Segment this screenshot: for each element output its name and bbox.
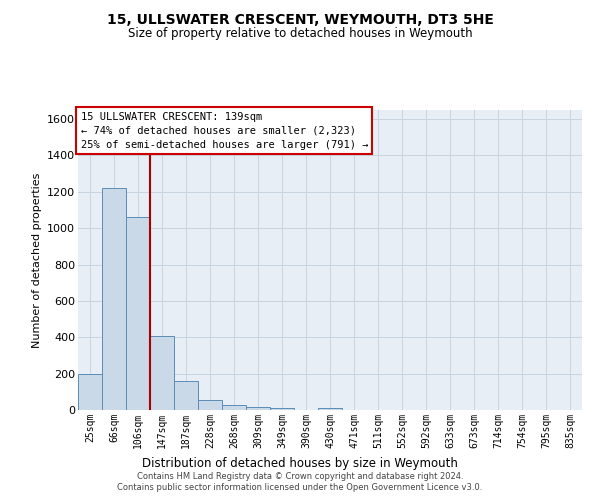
Text: Contains HM Land Registry data © Crown copyright and database right 2024.: Contains HM Land Registry data © Crown c… bbox=[137, 472, 463, 481]
Bar bbox=[126, 218, 150, 410]
Bar bbox=[150, 336, 174, 410]
Bar bbox=[270, 408, 294, 410]
Bar bbox=[78, 374, 102, 410]
Bar bbox=[174, 381, 198, 410]
Text: Contains public sector information licensed under the Open Government Licence v3: Contains public sector information licen… bbox=[118, 484, 482, 492]
Text: 15, ULLSWATER CRESCENT, WEYMOUTH, DT3 5HE: 15, ULLSWATER CRESCENT, WEYMOUTH, DT3 5H… bbox=[107, 12, 493, 26]
Bar bbox=[102, 188, 126, 410]
Bar bbox=[222, 406, 246, 410]
Bar bbox=[198, 400, 222, 410]
Text: Distribution of detached houses by size in Weymouth: Distribution of detached houses by size … bbox=[142, 458, 458, 470]
Bar bbox=[318, 408, 342, 410]
Y-axis label: Number of detached properties: Number of detached properties bbox=[32, 172, 41, 348]
Text: Size of property relative to detached houses in Weymouth: Size of property relative to detached ho… bbox=[128, 28, 472, 40]
Bar bbox=[246, 408, 270, 410]
Text: 15 ULLSWATER CRESCENT: 139sqm
← 74% of detached houses are smaller (2,323)
25% o: 15 ULLSWATER CRESCENT: 139sqm ← 74% of d… bbox=[80, 112, 368, 150]
